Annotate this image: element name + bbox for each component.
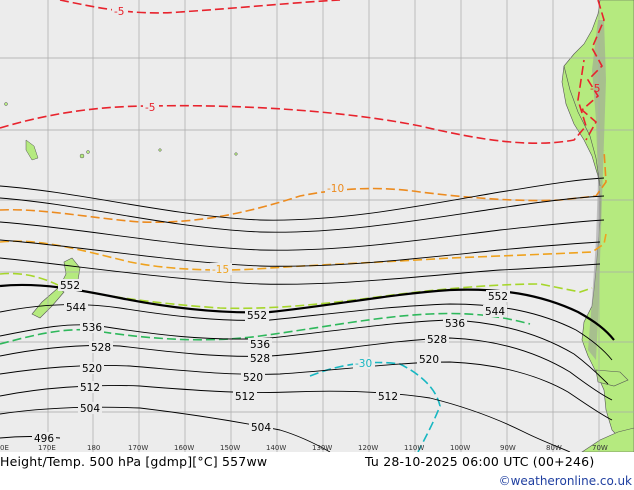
temp-label: -5 [145,102,155,114]
lon-tick: 180 [87,444,100,452]
map-title: Height/Temp. 500 hPa [gdmp][°C] 557ww [0,454,268,469]
height-label-group: 552 544 536 528 520 512 504 496 552 536 … [32,279,510,445]
height-label: 536 [82,322,102,334]
lon-tick: 170W [128,444,148,452]
height-label: 544 [66,302,86,314]
height-label: 512 [235,391,255,403]
brand-link[interactable]: ©weatheronline.co.uk [498,474,632,488]
height-label: 504 [80,403,100,415]
lon-tick: 100W [450,444,470,452]
lon-tick: 80W [546,444,562,452]
contour-north-5 [0,257,601,285]
height-label: 496 [34,433,54,445]
height-contours [0,177,615,453]
isotherm-minus15 [0,233,607,271]
contour-north-2 [0,195,605,233]
longitude-axis: 0E 170E 180 170W 160W 150W 140W 130W 120… [0,444,608,452]
lon-tick: 90W [500,444,516,452]
contour-544 [0,303,613,361]
valid-time: Tu 28-10-2025 06:00 UTC (00+246) [365,454,595,469]
temp-label: -10 [327,183,344,195]
contour-504 [0,406,331,453]
isotherm-minus20 [0,272,593,310]
height-label: 544 [485,306,505,318]
contour-north-3 [0,219,605,251]
temp-label: -15 [212,264,229,276]
lon-tick: 130W [312,444,332,452]
height-label: 528 [427,334,447,346]
contour-552 [0,283,615,341]
sa-west-coast [563,65,601,187]
isotherms [0,0,607,453]
temp-label: -5 [590,83,600,95]
andes-relief [588,20,606,360]
footer-band [0,452,634,490]
lon-tick: 150W [220,444,240,452]
lon-tick: 140W [266,444,286,452]
contour-520 [0,361,613,421]
contour-512 [0,385,571,453]
pacific-islands [4,102,238,161]
lon-tick: 120W [358,444,378,452]
temp-label-group: -5 -5 -5 -10 -15 -30 [112,5,600,370]
lon-tick: 0E [0,444,9,452]
height-label: 520 [419,354,439,366]
height-label: 504 [251,422,271,434]
height-label: 552 [488,291,508,303]
map-footer: Height/Temp. 500 hPa [gdmp][°C] 557ww Tu… [0,452,634,490]
isotherm-minus25 [0,312,531,345]
height-label: 552 [60,280,80,292]
height-label: 528 [250,353,270,365]
height-label: 528 [91,342,111,354]
contour-north-4 [0,239,601,267]
lon-tick: 110W [404,444,424,452]
height-label: 520 [82,363,102,375]
isotherm-minus10 [0,149,607,224]
isotherm-minus5-top [59,0,341,14]
sea-area [0,0,634,452]
temp-label: -30 [355,358,372,370]
height-label: 512 [378,391,398,403]
height-label: 520 [243,372,263,384]
lon-tick: 70W [592,444,608,452]
height-label: 536 [250,339,270,351]
lon-tick: 160W [174,444,194,452]
height-label: 512 [80,382,100,394]
height-label: 552 [247,310,267,322]
contour-north-1 [0,177,605,221]
temp-label: -5 [114,6,124,18]
tierra-del-fuego [595,369,629,387]
isotherm-minus30 [309,361,441,453]
height-label: 536 [445,318,465,330]
isotherm-minus5-mid [0,59,587,144]
isotherm-minus5-sa [580,0,605,141]
lon-tick: 170E [38,444,56,452]
